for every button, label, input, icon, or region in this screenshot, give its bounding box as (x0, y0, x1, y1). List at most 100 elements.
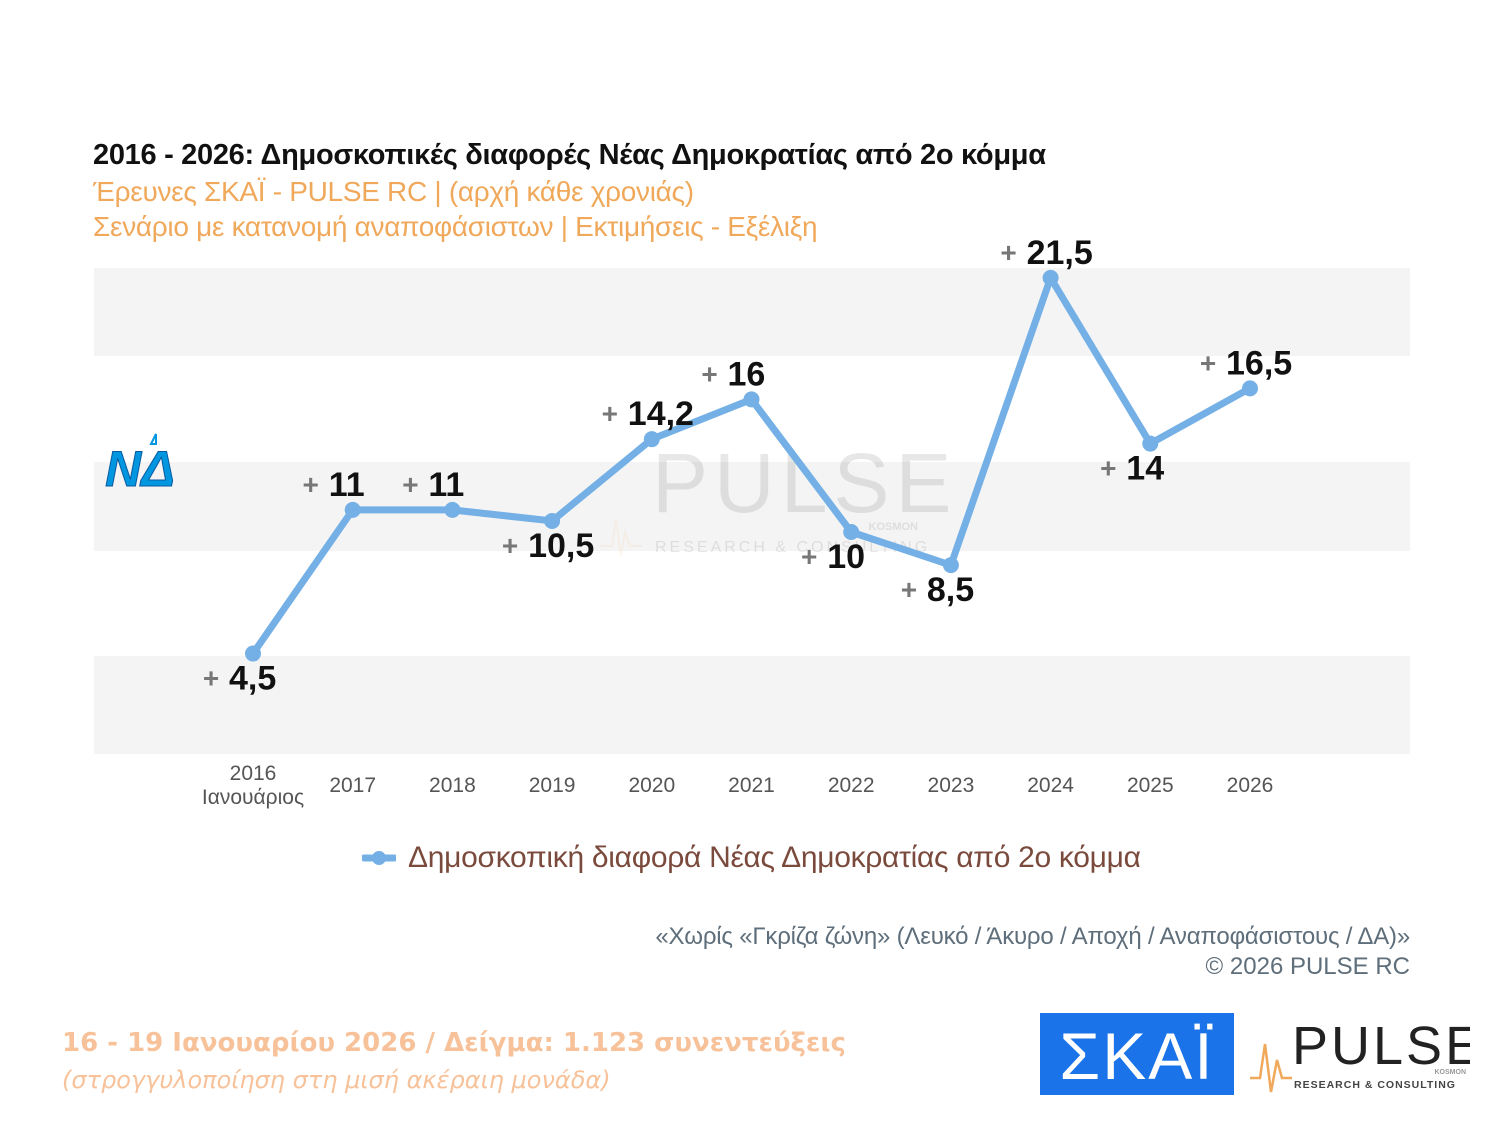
grid-band (94, 656, 1410, 754)
data-point (1142, 435, 1159, 452)
x-tick-label: 2021 (728, 774, 775, 797)
data-label-plus: + (801, 541, 817, 572)
data-label-plus: + (1200, 347, 1216, 378)
data-point (444, 501, 461, 518)
svg-text:2018: 2018 (429, 774, 476, 797)
watermark-kosmon: KOSMON (869, 521, 919, 533)
x-tick-label: 2023 (928, 774, 975, 797)
methodology-note: «Χωρίς «Γκρίζα ζώνη» (Λευκό / Άκυρο / Απ… (655, 922, 1410, 982)
data-label-plus: + (602, 398, 618, 429)
data-label: +10,5 (502, 527, 594, 565)
x-tick-label: 2018 (429, 774, 476, 797)
nd-party-logo: ΝΔ (105, 433, 175, 490)
chart-subtitle-scenario: Σενάριο με κατανομή αναποφάσιστων | Εκτι… (93, 211, 818, 242)
plot-area: +4,5+ 11 +11+ 10,5+ 14,2+ 16+ 10+ 8,5+ 21,5+ 14+ 1… (202, 234, 1292, 809)
pulse-logo-tagline: RESEARCH & CONSULTING (1294, 1079, 1456, 1091)
data-label: +11 (303, 466, 365, 504)
data-point (544, 512, 561, 529)
grid-band (94, 462, 1410, 551)
legend-line-marker-icon (362, 851, 396, 865)
data-label: +16 (701, 355, 765, 393)
data-label: +21,5 (1000, 234, 1092, 272)
data-point (245, 645, 261, 662)
chart-header: 2016 - 2026: Δημοσκοπικές διαφορές Νέας … (93, 138, 1193, 245)
data-label-plus: + (701, 358, 717, 389)
nd-logo-text: ΝΔ (105, 441, 175, 490)
svg-text:2021: 2021 (728, 774, 775, 797)
data-label-value: 14 (1126, 450, 1164, 488)
data-label: +11 (402, 466, 464, 504)
data-point (942, 557, 959, 574)
svg-text:2017: 2017 (329, 774, 376, 797)
nd-logo-accent (149, 433, 157, 445)
svg-text:2024: 2024 (1027, 774, 1074, 797)
data-point (843, 524, 860, 540)
pulse-rc-logo: PULSE KOSMON RESEARCH & CONSULTING (1250, 1016, 1470, 1093)
data-label-value: 21,5 (1027, 234, 1093, 272)
watermark-pulse-wave (600, 519, 642, 557)
data-label-plus: + (402, 469, 418, 500)
x-tick-label: 2017 (329, 774, 376, 797)
pulse-logo-text: PULSE (1292, 1016, 1470, 1076)
data-label-plus: + (203, 663, 219, 694)
data-label-value: 10 (827, 538, 865, 576)
data-label-value: 16,5 (1226, 344, 1292, 382)
chart-subtitle-source: Έρευνες ΣΚΑΪ - PULSE RC | (αρχή κάθε χρο… (93, 176, 694, 207)
svg-text:2022: 2022 (828, 774, 875, 797)
data-label: +8,5 (901, 571, 974, 609)
rounding-note: (στρογγυλοποίηση στη μισή ακέραιη μονάδα… (62, 1066, 611, 1094)
survey-date-sample: 16 - 19 Ιανουαρίου 2026 / Δείγμα: 1.123 … (62, 1028, 846, 1058)
grey-zone-note: «Χωρίς «Γκρίζα ζώνη» (Λευκό / Άκυρο / Απ… (655, 923, 1410, 950)
data-point (643, 431, 660, 448)
data-label-value: 14,2 (628, 395, 694, 433)
data-point (1042, 269, 1059, 286)
data-label: +10 (801, 538, 865, 576)
data-label-plus: + (1000, 237, 1016, 268)
chart-title: 2016 - 2026: Δημοσκοπικές διαφορές Νέας … (93, 139, 1046, 171)
data-label-plus: + (502, 530, 518, 561)
skai-logo-text: ΣΚΑΪ (1059, 1019, 1214, 1093)
watermark-text: PULSE (652, 436, 957, 530)
x-tick-label: 2025 (1127, 774, 1174, 797)
legend-series-label: Δημοσκοπική διαφορά Νέας Δημοκρατίας από… (408, 841, 1141, 874)
data-label-value: 11 (329, 466, 365, 504)
x-tick-label: 2022 (828, 774, 875, 797)
svg-text:2026: 2026 (1227, 774, 1274, 797)
data-point (743, 391, 760, 408)
svg-text:Ιανουάριος: Ιανουάριος (202, 786, 304, 809)
data-point (344, 501, 361, 518)
pulse-logo-kosmon: KOSMON (1435, 1069, 1467, 1076)
data-point (1242, 380, 1258, 397)
x-tick-label: 2024 (1027, 774, 1074, 797)
grid-band (94, 268, 1410, 356)
data-label-plus: + (1100, 453, 1116, 484)
data-label-plus: + (901, 574, 917, 605)
data-label-value: 16 (728, 355, 766, 393)
pulse-wave-icon (1250, 1043, 1292, 1093)
svg-text:2019: 2019 (529, 774, 576, 797)
svg-text:2025: 2025 (1127, 774, 1174, 797)
watermark: PULSE KOSMON RESEARCH & CONSULTING (600, 436, 957, 557)
svg-text:2016: 2016 (230, 762, 277, 785)
data-label: +14 (1100, 450, 1164, 488)
x-tick-label: 2020 (628, 774, 675, 797)
copyright-text: © 2026 PULSE RC (1205, 953, 1410, 980)
watermark-tagline: RESEARCH & CONSULTING (655, 539, 930, 556)
data-label-plus: + (303, 469, 319, 500)
x-tick-label: 2026 (1227, 774, 1274, 797)
data-label-value: 4,5 (229, 660, 276, 698)
chart-background-bands (94, 268, 1410, 754)
chart-legend: Δημοσκοπική διαφορά Νέας Δημοκρατίας από… (362, 838, 1141, 878)
svg-text:2023: 2023 (928, 774, 975, 797)
data-label: +14,2 (602, 395, 694, 433)
data-label: +16,5 (1200, 344, 1292, 382)
data-label-value: 11 (428, 466, 464, 504)
svg-text:2020: 2020 (628, 774, 675, 797)
data-label-value: 8,5 (927, 571, 974, 609)
data-label: +4,5 (203, 660, 276, 698)
survey-footer: 16 - 19 Ιανουαρίου 2026 / Δείγμα: 1.123 … (62, 1024, 846, 1098)
data-label-value: 10,5 (528, 527, 594, 565)
skai-logo: ΣΚΑΪ (1040, 1013, 1234, 1095)
